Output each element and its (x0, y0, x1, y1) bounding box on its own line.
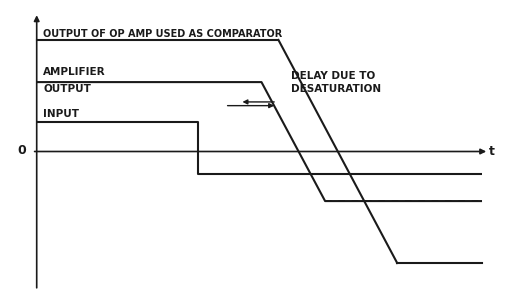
Text: OUTPUT OF OP AMP USED AS COMPARATOR: OUTPUT OF OP AMP USED AS COMPARATOR (43, 29, 282, 39)
Text: t: t (487, 145, 493, 158)
Text: OUTPUT: OUTPUT (43, 85, 91, 95)
Text: DELAY DUE TO
DESATURATION: DELAY DUE TO DESATURATION (290, 71, 381, 95)
Text: AMPLIFIER: AMPLIFIER (43, 67, 106, 77)
Text: 0: 0 (17, 144, 26, 157)
Text: INPUT: INPUT (43, 109, 79, 119)
